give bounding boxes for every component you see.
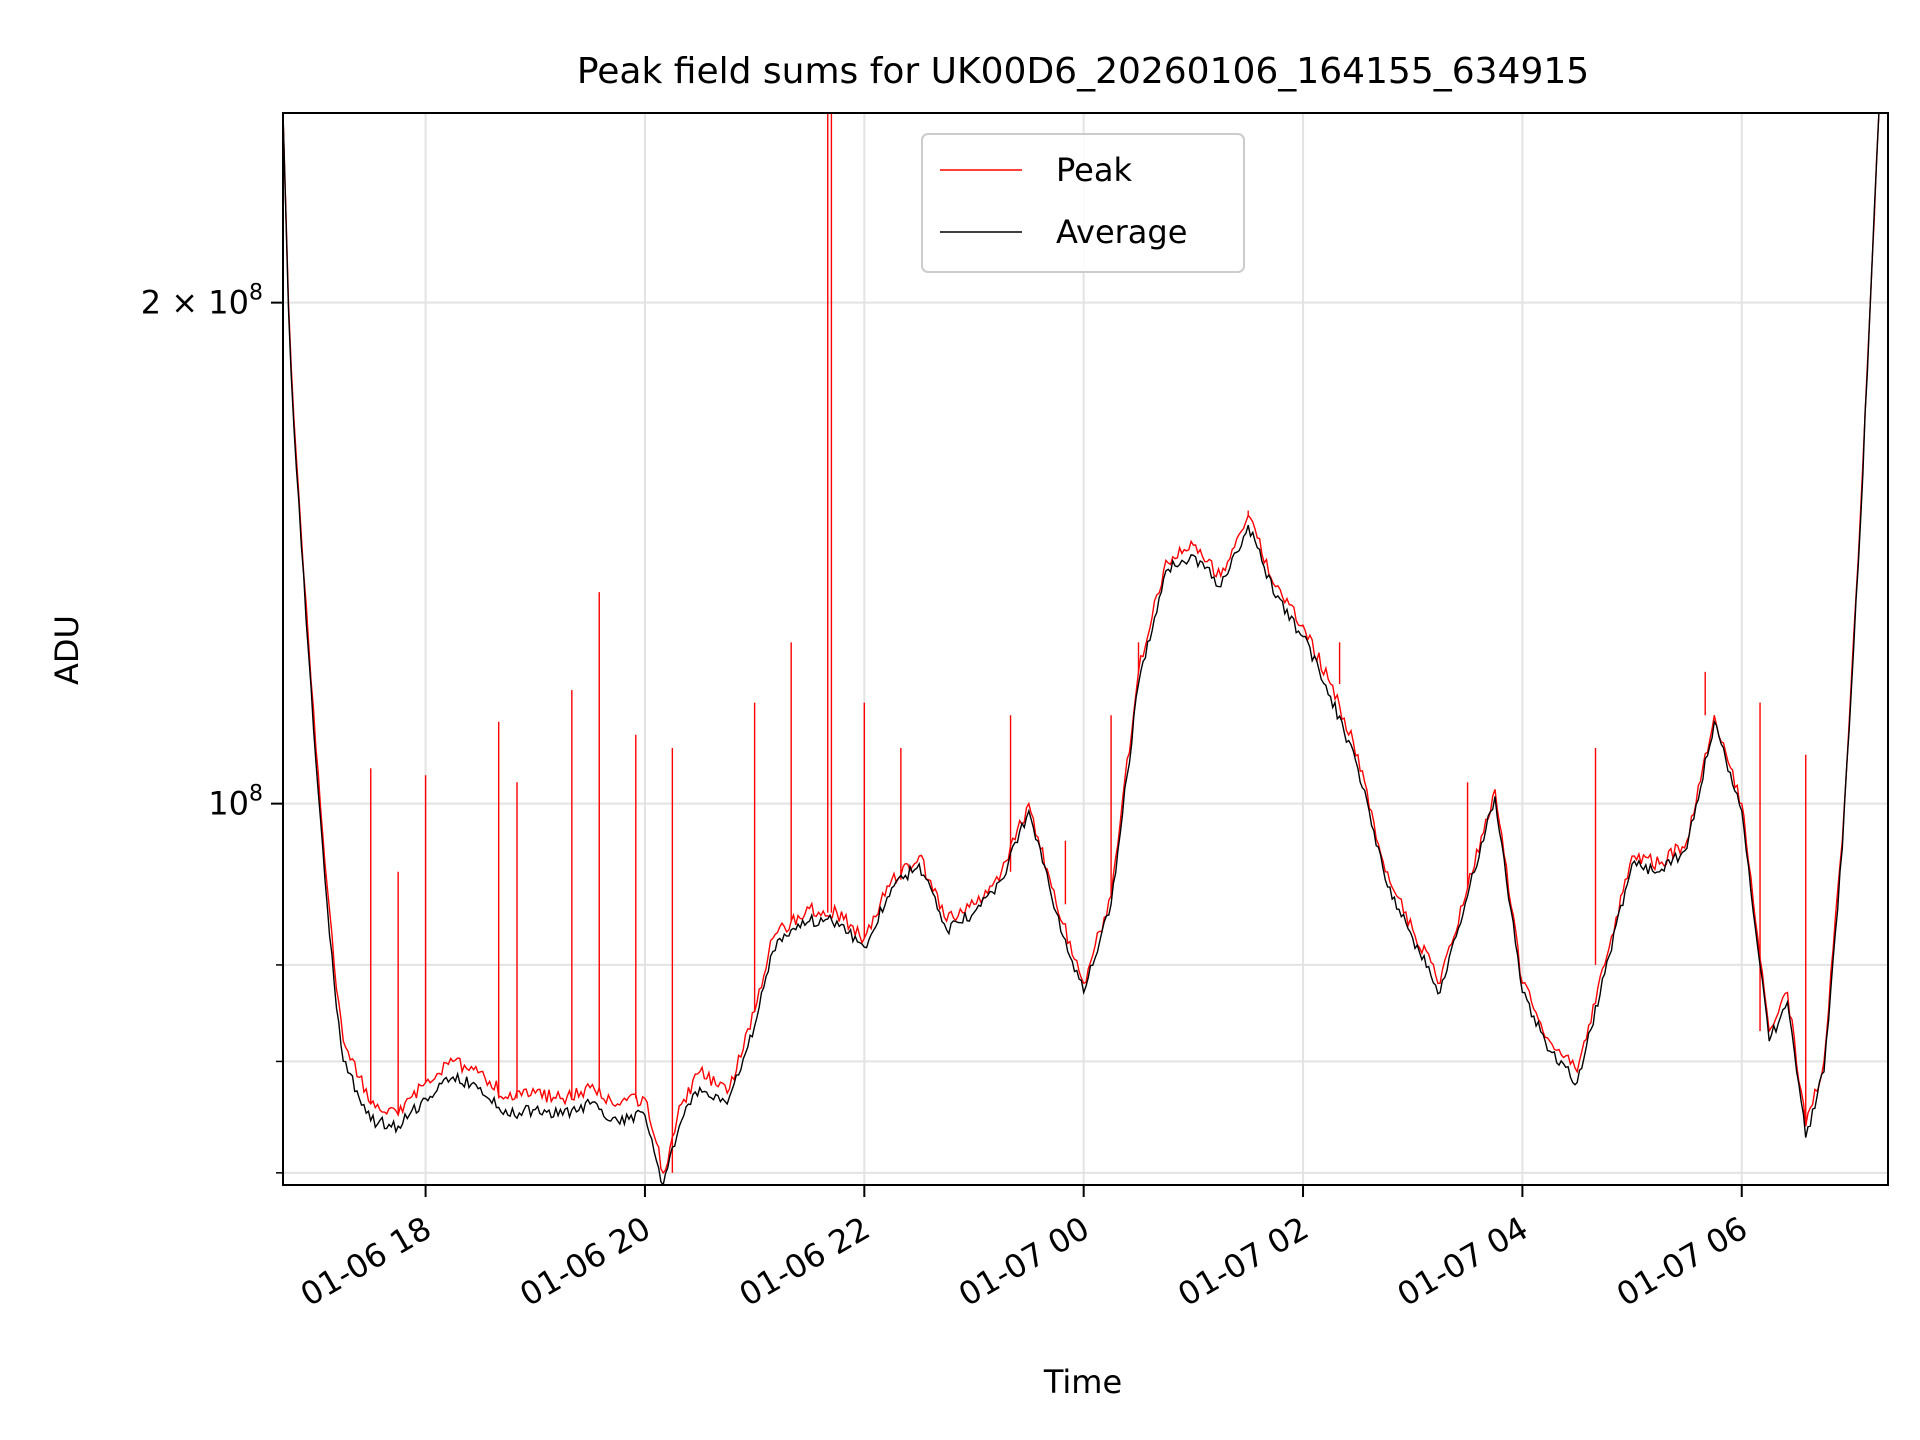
y-tick-label: 108 [208, 782, 263, 823]
x-tick-label: 01-06 20 [513, 1209, 657, 1314]
x-tick-label: 01-06 18 [294, 1209, 438, 1314]
legend: Peak Average [921, 133, 1245, 273]
average-series-line [283, 113, 1880, 1185]
x-tick-label: 01-07 04 [1391, 1209, 1535, 1314]
plot-lines [283, 113, 1880, 1185]
x-tick-label: 01-07 00 [952, 1209, 1096, 1314]
grid-lines [283, 113, 1888, 1185]
legend-box [921, 133, 1245, 273]
y-tick-label: 2 × 108 [141, 281, 263, 322]
x-axis-label: Time [1043, 1363, 1122, 1401]
y-axis-ticks: 108 2 × 108 [141, 281, 283, 1174]
x-tick-label: 01-07 02 [1171, 1209, 1315, 1314]
legend-peak-label: Peak [1056, 151, 1132, 189]
y-axis-label: ADU [48, 615, 86, 685]
x-axis-ticks: 01-06 18 01-06 20 01-06 22 01-07 00 01-07 02… [294, 1185, 1754, 1314]
chart-title: Peak field sums for UK00D6_20260106_1641… [577, 51, 1589, 92]
axes-frame [282, 112, 1889, 1186]
x-tick-label: 01-06 22 [733, 1209, 877, 1314]
legend-average-label: Average [1056, 213, 1187, 251]
x-tick-label: 01-07 06 [1610, 1209, 1754, 1314]
